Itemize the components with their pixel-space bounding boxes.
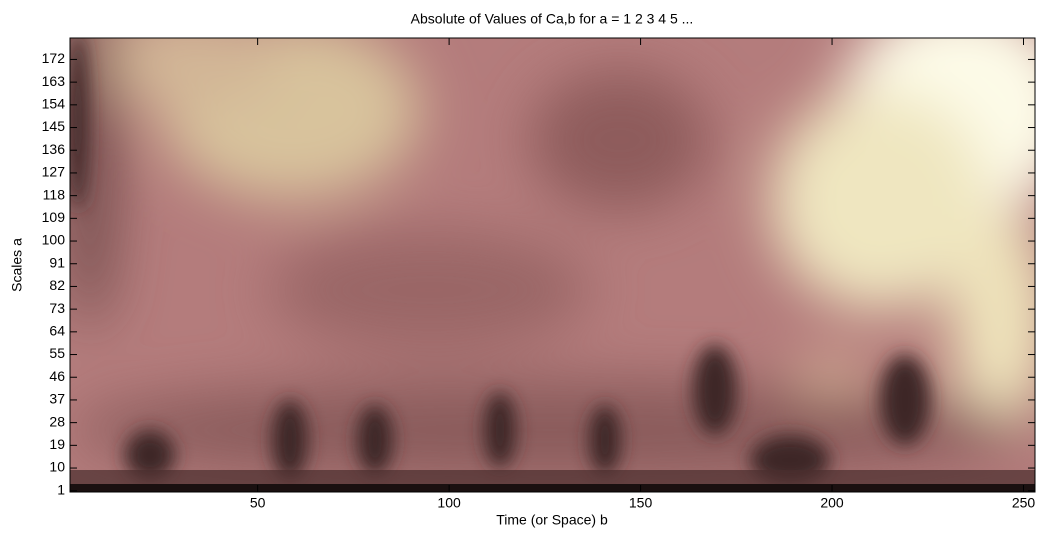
scalogram-image (70, 38, 1035, 492)
y-axis-label: Scales a (9, 238, 25, 292)
y-tick-label: 37 (49, 391, 65, 407)
y-tick-label: 73 (49, 300, 65, 316)
y-tick-label: 118 (43, 186, 66, 202)
y-tick-label: 100 (42, 232, 66, 248)
y-tick-label: 163 (42, 73, 66, 89)
x-axis-label: Time (or Space) b (496, 512, 608, 528)
x-tick-label: 200 (820, 495, 844, 511)
x-tick-label: 50 (250, 495, 266, 511)
y-tick-label: 10 (49, 459, 65, 475)
y-tick-label: 19 (49, 436, 65, 452)
y-tick-label: 1 (57, 481, 65, 497)
y-tick-label: 136 (42, 141, 66, 157)
y-tick-label: 127 (42, 164, 66, 180)
y-tick-label: 172 (42, 50, 66, 66)
y-tick-label: 82 (49, 277, 65, 293)
y-tick-label: 28 (49, 413, 65, 429)
plot-frame (69, 37, 1036, 493)
y-tick-label: 91 (49, 254, 65, 270)
y-tick-label: 46 (49, 368, 65, 384)
x-tick-label: 150 (629, 495, 653, 511)
chart-title: Absolute of Values of Ca,b for a = 1 2 3… (411, 11, 694, 27)
y-tick-label: 64 (49, 323, 65, 339)
y-tick-label: 145 (42, 118, 66, 134)
x-tick-label: 100 (437, 495, 461, 511)
y-tick-label: 154 (42, 96, 66, 112)
x-tick-label: 250 (1012, 495, 1036, 511)
y-tick-label: 109 (42, 209, 66, 225)
y-tick-label: 55 (49, 345, 65, 361)
